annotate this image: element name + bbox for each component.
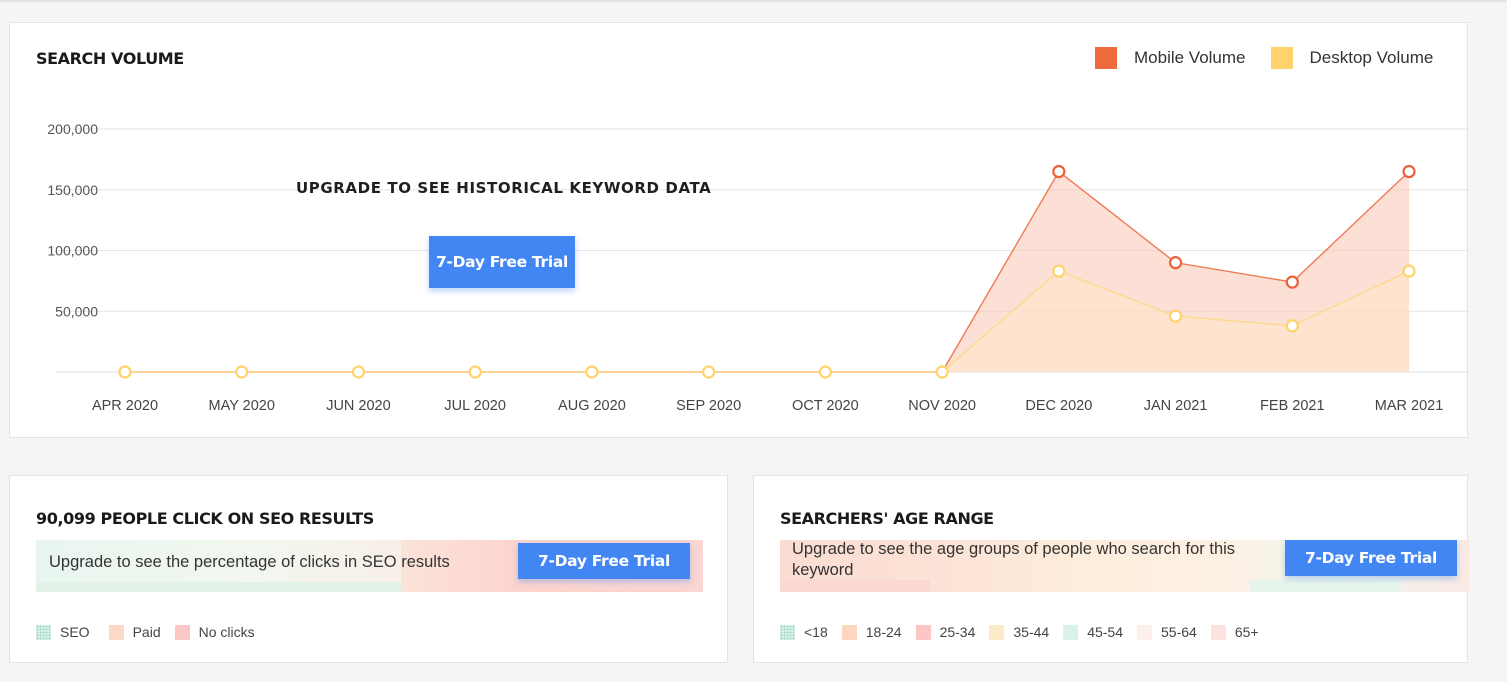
paid-swatch — [108, 624, 124, 640]
legend-label-45-54: 45-54 — [1087, 624, 1123, 640]
data-point — [1285, 275, 1299, 289]
legend-item-under-18: <18 — [780, 624, 828, 640]
seo-clicks-title: 90,099 PEOPLE CLICK ON SEO RESULTS — [36, 509, 374, 528]
age-upgrade-message: Upgrade to see the age groups of people … — [792, 540, 1236, 579]
x-tick-label: MAY 2020 — [209, 398, 275, 414]
legend-label-25-34: 25-34 — [939, 624, 976, 640]
legend-label-18-24: 18-24 — [865, 624, 902, 640]
dotted-square-icon — [36, 624, 51, 640]
x-tick-label: FEB 2021 — [1260, 398, 1325, 414]
series-line-desktop — [125, 270, 1410, 373]
age-legend: <18 18-24 25-34 35-44 45-54 55-64 65+ — [780, 624, 1273, 640]
x-tick-label: JUL 2020 — [444, 398, 506, 414]
legend-item-paid: Paid — [108, 624, 161, 640]
legend-item-65-plus: 65+ — [1210, 624, 1259, 640]
data-point — [1285, 319, 1299, 333]
dotted-square-icon — [780, 624, 795, 640]
age-range-title: SEARCHERS' AGE RANGE — [780, 509, 994, 528]
upgrade-note: UPGRADE TO SEE HISTORICAL KEYWORD DATA — [296, 179, 712, 197]
legend-label-seo: SEO — [60, 624, 90, 640]
legend-label-no-clicks: No clicks — [198, 624, 255, 640]
legend-item-no-clicks: No clicks — [174, 624, 255, 640]
legend-label-35-44: 35-44 — [1013, 624, 1050, 640]
x-tick-label: JUN 2020 — [326, 398, 390, 414]
y-tick-label: 50,000 — [55, 303, 98, 319]
no-clicks-swatch — [174, 624, 190, 640]
data-point — [1052, 164, 1066, 179]
legend-label-desktop: Desktop Volume — [1309, 48, 1434, 67]
legend-label-55-64: 55-64 — [1161, 624, 1197, 640]
legend-label-under-18: <18 — [804, 624, 828, 640]
age-25-34-swatch — [915, 624, 931, 640]
data-point — [1168, 256, 1183, 270]
search-volume-chart: 200,000 150,000 100,000 50,000 APR 2020 MAY 2… — [47, 121, 1467, 414]
search-volume-card: SEARCH VOLUME Mobile Volume Desktop Volu… — [9, 22, 1468, 438]
x-tick-label: JAN 2021 — [1144, 398, 1208, 414]
y-tick-label: 150,000 — [47, 182, 98, 198]
data-point — [818, 365, 832, 379]
data-point — [702, 365, 716, 379]
age-free-trial-button[interactable]: 7-Day Free Trial — [1285, 540, 1457, 576]
age-18-24-swatch — [841, 624, 857, 640]
data-point — [351, 365, 366, 379]
data-point — [468, 365, 482, 379]
x-tick-label: DEC 2020 — [1025, 398, 1092, 414]
age-45-54-swatch — [1063, 624, 1079, 640]
data-point — [585, 365, 599, 379]
data-point — [118, 365, 132, 379]
x-tick-label: OCT 2020 — [792, 398, 859, 414]
x-tick-label: APR 2020 — [92, 398, 158, 414]
clicks-upgrade-message: Upgrade to see the percentage of clicks … — [49, 553, 450, 571]
desktop-swatch — [1270, 47, 1293, 69]
data-point — [1402, 264, 1416, 278]
age-35-44-swatch — [989, 624, 1005, 640]
y-tick-label: 100,000 — [47, 243, 98, 259]
search-volume-title: SEARCH VOLUME — [36, 49, 184, 68]
x-tick-label: MAR 2021 — [1375, 398, 1444, 414]
legend-item-35-44: 35-44 — [989, 624, 1049, 640]
age-55-64-swatch — [1137, 624, 1152, 640]
legend-item-55-64: 55-64 — [1137, 624, 1197, 640]
legend-item-mobile[interactable]: Mobile Volume — [1095, 47, 1246, 69]
series-area-desktop — [125, 271, 1410, 372]
legend-item-25-34: 25-34 — [915, 624, 976, 640]
top-border — [0, 0, 1507, 2]
free-trial-button[interactable]: 7-Day Free Trial — [429, 236, 575, 288]
data-point — [1052, 264, 1066, 278]
legend-item-18-24: 18-24 — [841, 624, 902, 640]
data-point — [235, 365, 249, 379]
legend-item-45-54: 45-54 — [1063, 624, 1123, 640]
x-tick-label: AUG 2020 — [558, 398, 626, 414]
seo-clicks-card: 90,099 PEOPLE CLICK ON SEO RESULTS Upgra… — [9, 475, 728, 663]
chart-legend: Mobile Volume Desktop Volume — [1095, 47, 1433, 69]
data-point — [1402, 164, 1416, 179]
legend-item-seo: SEO — [36, 624, 90, 640]
data-point — [1168, 309, 1183, 323]
legend-label-mobile: Mobile Volume — [1134, 48, 1246, 67]
y-tick-label: 200,000 — [47, 121, 98, 137]
legend-label-65-plus: 65+ — [1234, 624, 1259, 640]
age-65-plus-swatch — [1210, 624, 1226, 640]
clicks-free-trial-button[interactable]: 7-Day Free Trial — [518, 543, 690, 579]
mobile-swatch — [1095, 47, 1117, 69]
x-tick-label: NOV 2020 — [908, 398, 976, 414]
x-tick-label: SEP 2020 — [676, 398, 741, 414]
clicks-legend: SEO Paid No clicks — [36, 624, 269, 640]
legend-label-paid: Paid — [132, 624, 161, 640]
legend-item-desktop[interactable]: Desktop Volume — [1270, 47, 1434, 69]
age-range-card: SEARCHERS' AGE RANGE Upgrade to see the … — [753, 475, 1470, 663]
data-point — [935, 365, 949, 379]
